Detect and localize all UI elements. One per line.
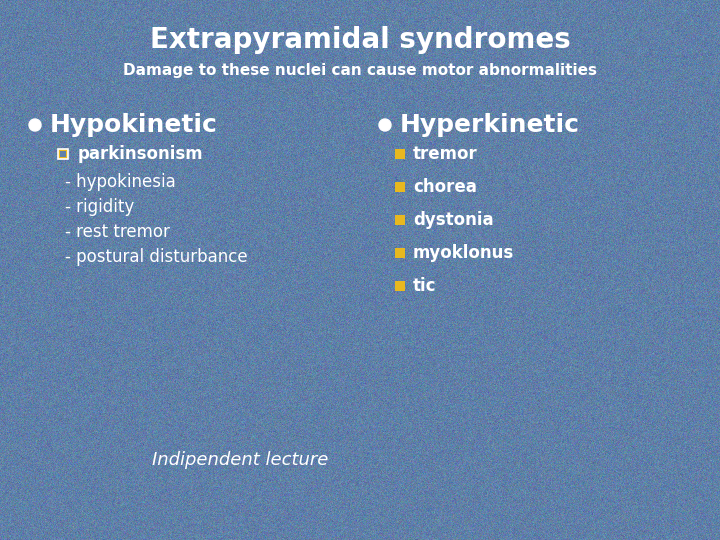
- FancyBboxPatch shape: [395, 182, 405, 192]
- Text: - rest tremor: - rest tremor: [65, 223, 170, 241]
- Circle shape: [29, 119, 41, 131]
- FancyBboxPatch shape: [395, 215, 405, 225]
- Text: Hyperkinetic: Hyperkinetic: [400, 113, 580, 137]
- Text: tic: tic: [413, 277, 436, 295]
- Text: - rigidity: - rigidity: [65, 198, 134, 216]
- Text: - hypokinesia: - hypokinesia: [65, 173, 176, 191]
- Text: Indipendent lecture: Indipendent lecture: [152, 451, 328, 469]
- Text: chorea: chorea: [413, 178, 477, 196]
- Text: parkinsonism: parkinsonism: [78, 145, 204, 163]
- FancyBboxPatch shape: [58, 149, 68, 159]
- Text: Damage to these nuclei can cause motor abnormalities: Damage to these nuclei can cause motor a…: [123, 63, 597, 78]
- FancyBboxPatch shape: [60, 151, 66, 157]
- Text: - postural disturbance: - postural disturbance: [65, 248, 248, 266]
- Circle shape: [379, 119, 391, 131]
- Text: Hypokinetic: Hypokinetic: [50, 113, 218, 137]
- Text: Extrapyramidal syndromes: Extrapyramidal syndromes: [150, 26, 570, 54]
- FancyBboxPatch shape: [395, 281, 405, 291]
- FancyBboxPatch shape: [395, 248, 405, 258]
- FancyBboxPatch shape: [395, 149, 405, 159]
- Text: tremor: tremor: [413, 145, 478, 163]
- Text: dystonia: dystonia: [413, 211, 494, 229]
- Text: myoklonus: myoklonus: [413, 244, 514, 262]
